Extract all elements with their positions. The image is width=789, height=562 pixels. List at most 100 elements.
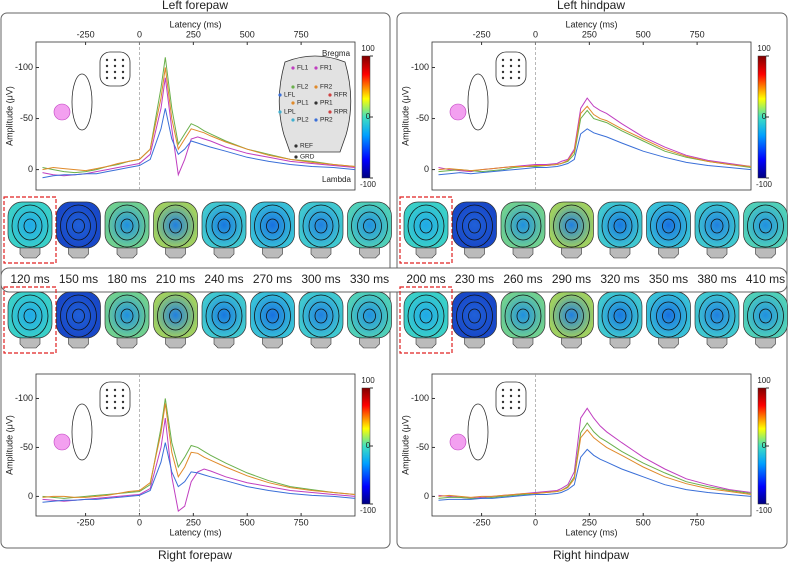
head-icon xyxy=(495,381,527,417)
x-tick-label: 0 xyxy=(533,517,538,527)
series-line xyxy=(438,105,752,172)
contour xyxy=(163,211,188,241)
x-tick-label: 250 xyxy=(186,517,201,527)
contour xyxy=(260,211,285,241)
head-dot xyxy=(105,394,109,398)
topomap-time: 210 ms xyxy=(156,272,195,286)
topomap-base xyxy=(415,337,437,349)
y-axis-label: Amplitude (μV) xyxy=(4,415,14,475)
topomap-time: 410 ms xyxy=(746,272,785,286)
head-dot xyxy=(121,70,125,74)
contour xyxy=(314,308,328,324)
topomap-base xyxy=(116,247,138,259)
topomap-time: 300 ms xyxy=(301,272,340,286)
head-dot xyxy=(501,58,505,62)
y-tick-label: 0 xyxy=(28,164,33,174)
y-tick-label: 0 xyxy=(424,491,429,501)
contour xyxy=(217,218,231,234)
head-dot xyxy=(509,406,513,410)
contour xyxy=(407,204,445,248)
contour xyxy=(211,301,237,331)
x-tick-label: -250 xyxy=(473,29,491,39)
topomap-base xyxy=(706,247,728,259)
topomap-base xyxy=(609,337,631,349)
topomap-base xyxy=(464,337,485,349)
electrode-label: RFR xyxy=(334,92,348,99)
x-tick-label: -250 xyxy=(77,517,95,527)
contour xyxy=(60,204,97,248)
x-tick-label: 750 xyxy=(294,29,309,39)
topomap xyxy=(646,291,691,339)
x-tick-label: 250 xyxy=(582,517,597,527)
head-icon xyxy=(99,381,131,417)
highlight-box xyxy=(399,286,453,354)
contour xyxy=(565,308,578,324)
contour xyxy=(565,218,578,234)
head-dot xyxy=(121,406,125,410)
head-dot xyxy=(509,388,513,392)
highlight-box xyxy=(3,286,57,354)
head-dot xyxy=(509,394,513,398)
contour xyxy=(553,294,590,338)
topomap-time: 180 ms xyxy=(107,272,146,286)
rat-body xyxy=(467,403,489,461)
contour xyxy=(559,211,584,241)
contour xyxy=(759,218,772,234)
topomap xyxy=(500,201,546,249)
contour xyxy=(120,218,134,234)
landmark-label: Bregma xyxy=(322,49,351,58)
contour xyxy=(211,211,237,241)
topomap-time: 380 ms xyxy=(697,272,736,286)
electrode-label: PL2 xyxy=(297,117,309,124)
y-tick-label: -50 xyxy=(416,113,429,123)
topomap xyxy=(7,201,53,249)
contour xyxy=(698,294,736,338)
topomap xyxy=(549,291,594,339)
colorbar-tick-label: -100 xyxy=(360,180,377,189)
head-dot xyxy=(113,406,117,410)
contour xyxy=(163,301,188,331)
stim-marker xyxy=(53,103,71,121)
colorbar-tick-label: -100 xyxy=(756,506,773,515)
electrode-label: REF xyxy=(300,143,313,150)
panel-title: Left hindpaw xyxy=(557,0,625,12)
head-dot xyxy=(517,64,521,68)
contour xyxy=(363,308,376,324)
electrode-label: FR2 xyxy=(320,84,333,91)
x-tick-label: 0 xyxy=(137,517,142,527)
contour xyxy=(747,204,784,248)
contour xyxy=(66,211,91,241)
head-dot xyxy=(105,388,109,392)
contour xyxy=(108,294,146,338)
head-dot xyxy=(121,388,125,392)
head-dot xyxy=(517,388,521,392)
topomap-time: 260 ms xyxy=(503,272,542,286)
topomap-time: 150 ms xyxy=(59,272,98,286)
stim-marker xyxy=(449,103,467,121)
colorbar-tick-label: 100 xyxy=(757,44,771,53)
head-dot xyxy=(105,64,109,68)
contour xyxy=(217,308,231,324)
topomap xyxy=(743,291,788,339)
electrode-label: FL2 xyxy=(297,84,309,91)
head-dot xyxy=(509,76,513,80)
head-dot xyxy=(501,70,505,74)
head-dot xyxy=(121,76,125,80)
panel-title: Left forepaw xyxy=(162,0,228,12)
topomap xyxy=(250,291,295,339)
electrode xyxy=(328,110,332,114)
series-line xyxy=(42,398,356,499)
head-dot xyxy=(113,70,117,74)
contour xyxy=(456,294,493,338)
head-dot xyxy=(113,388,117,392)
contour xyxy=(753,301,778,331)
topomap-base xyxy=(658,337,679,349)
colorbar-tick-label: 100 xyxy=(361,376,375,385)
contour xyxy=(23,308,37,324)
contour xyxy=(351,294,388,338)
contour xyxy=(60,294,97,338)
contour xyxy=(759,308,772,324)
head-dot xyxy=(113,394,117,398)
topomap-base xyxy=(68,247,89,259)
